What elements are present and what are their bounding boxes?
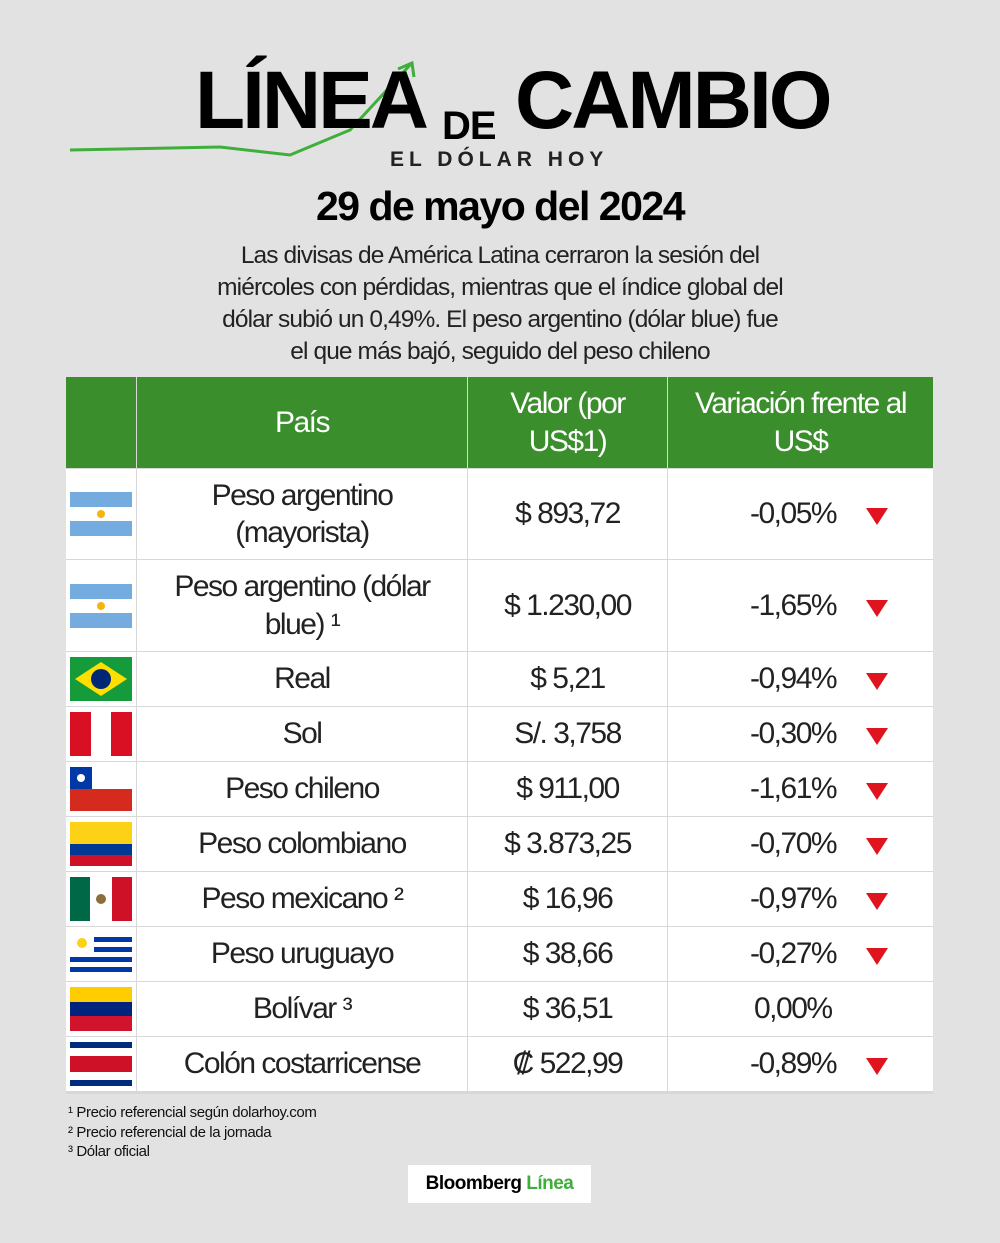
intro-line: el que más bajó, seguido del peso chilen… <box>290 338 710 365</box>
value: $ 1.230,00 <box>468 560 667 651</box>
header-cell <box>66 377 136 468</box>
change: -0,30% <box>668 707 933 761</box>
down-arrow <box>866 728 888 745</box>
value: $ 911,00 <box>468 762 667 816</box>
country: Sol <box>137 707 467 761</box>
value: ₡ 522,99 <box>468 1037 667 1091</box>
intro-line: dólar subió un 0,49%. El peso argentino … <box>222 306 779 333</box>
flag-cell <box>66 982 136 1036</box>
country: Peso argentino (dólar blue) ¹ <box>137 560 467 651</box>
change: -0,70% <box>668 817 933 871</box>
flag <box>70 583 132 628</box>
flag-cell <box>66 1037 136 1091</box>
header-cell: País <box>137 377 467 468</box>
country: Peso colombiano <box>137 817 467 871</box>
flag <box>70 987 132 1031</box>
change: -0,94% <box>668 652 933 706</box>
flag <box>70 932 132 976</box>
down-arrow <box>866 508 888 525</box>
brand-name: Bloomberg <box>425 1173 522 1194</box>
header-cell: Variación frente al US$ <box>668 377 933 468</box>
flag-cell <box>66 927 136 981</box>
value: S/. 3,758 <box>468 707 667 761</box>
value: $ 16,96 <box>468 872 667 926</box>
down-arrow <box>866 783 888 800</box>
logo-arrow <box>70 60 416 157</box>
down-arrow <box>866 673 888 690</box>
value: $ 3.873,25 <box>468 817 667 871</box>
down-arrow <box>866 599 888 617</box>
down-arrow <box>866 1058 888 1075</box>
flag <box>70 492 132 536</box>
change: -0,05% <box>668 469 933 559</box>
change: 0,00% <box>668 982 933 1036</box>
country: Colón costarricense <box>137 1037 467 1091</box>
logo-mid: DE <box>442 104 497 148</box>
country: Peso argentino (mayorista) <box>137 469 467 559</box>
flag-cell <box>66 817 136 871</box>
change: -0,27% <box>668 927 933 981</box>
footnote: ³ Dólar oficial <box>68 1143 150 1160</box>
flag <box>70 657 132 701</box>
value: $ 38,66 <box>468 927 667 981</box>
logo-left: LÍNEA <box>195 55 429 146</box>
change: -1,65% <box>668 560 933 651</box>
flag <box>70 1042 132 1086</box>
brand: Bloomberg Línea <box>408 1165 591 1203</box>
date: 29 de mayo del 2024 <box>315 183 686 229</box>
flag <box>70 712 132 756</box>
intro-line: Las divisas de América Latina cerraron l… <box>240 242 760 269</box>
flag <box>70 822 132 866</box>
footnote: ¹ Precio referencial según dolarhoy.com <box>68 1104 317 1121</box>
country: Real <box>137 652 467 706</box>
flag-cell <box>66 652 136 706</box>
change: -0,97% <box>668 872 933 926</box>
flag-cell <box>66 707 136 761</box>
header-cell: Valor (por US$1) <box>468 377 667 468</box>
country: Peso chileno <box>137 762 467 816</box>
change: -1,61% <box>668 762 933 816</box>
logo-right: CAMBIO <box>515 55 833 146</box>
change: -0,89% <box>668 1037 933 1091</box>
down-arrow <box>866 893 888 910</box>
value: $ 893,72 <box>468 469 667 559</box>
brand-accent: Línea <box>526 1173 574 1194</box>
value: $ 5,21 <box>468 652 667 706</box>
table: País Valor (por US$1) Variación frente al … <box>66 377 933 1094</box>
flag-cell <box>66 560 136 651</box>
down-arrow <box>866 948 888 965</box>
down-arrow <box>866 838 888 855</box>
flag-cell <box>66 469 136 559</box>
logo-sub: EL DÓLAR HOY <box>390 148 609 171</box>
country: Bolívar ³ <box>137 982 467 1036</box>
footnote: ² Precio referencial de la jornada <box>68 1124 272 1141</box>
intro-line: miércoles con pérdidas, mientras que el … <box>217 274 784 301</box>
flag-cell <box>66 872 136 926</box>
flag-cell <box>66 762 136 816</box>
country: Peso mexicano ² <box>137 872 467 926</box>
country: Peso uruguayo <box>137 927 467 981</box>
intro: Las divisas de América Latina cerraron l… <box>0 240 1000 368</box>
flag <box>70 767 132 811</box>
value: $ 36,51 <box>468 982 667 1036</box>
flag <box>70 877 132 921</box>
